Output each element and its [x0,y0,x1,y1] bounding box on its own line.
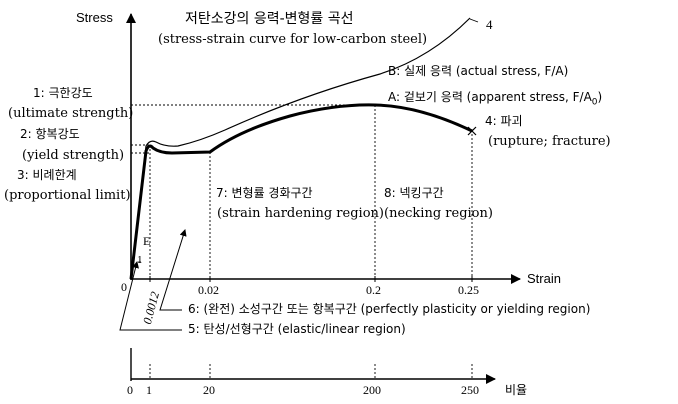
hardening-region-kr: 7: 변형률 경화구간 [216,186,313,200]
elastic-region-label: 5: 탄성/선형구간 (elastic/linear region) [188,322,406,336]
apparent-stress-subscript: 0 [591,97,598,108]
apparent-stress-close: ) [597,90,603,104]
fracture-top-label: 4 [486,17,493,32]
apparent-stress-label: A: 겉보기 응력 (apparent stress, F/A0) [388,90,602,110]
plastic-region-label: 6: (완전) 소성구간 또는 항복구간 (perfectly plastici… [188,302,591,316]
ratio-tick-250: 250 [461,383,479,397]
x-tick-0.02: 0.02 [198,283,219,297]
necking-region-en: (necking region) [384,206,493,221]
slope-marker: 1 [137,254,143,266]
ultimate-strength-kr: 1: 극한강도 [33,86,93,100]
proportional-limit-kr: 3: 비례한계 [17,168,77,182]
x-axis-label: Strain [527,271,561,286]
apparent-stress-curve [129,103,473,280]
title-korean: 저탄소강의 응력-변형률 곡선 [185,11,354,27]
hardening-region-en: (strain hardening region) [217,206,384,221]
yield-strength-kr: 2: 항복강도 [20,127,80,141]
ultimate-strength-en: (ultimate strength) [8,106,134,121]
guide-lines [131,104,473,279]
fracture-marker [467,126,477,136]
x-axis-ticks [149,276,473,282]
ratio-tick-1: 1 [146,383,152,397]
fracture-top-leader [469,18,479,23]
plastic-region-pointer [159,229,187,311]
ratio-tick-20: 20 [203,383,215,397]
ratio-ticks [149,364,473,379]
fracture-kr: 4: 파괴 [485,114,523,128]
yield-strength-en: (yield strength) [22,148,125,163]
origin-label: 0 [121,280,127,294]
title-english: (stress-strain curve for low-carbon stee… [158,32,428,47]
x-tick-0.25: 0.25 [458,283,479,297]
actual-stress-label: B: 실제 응력 (actual stress, F/A) [388,64,569,78]
y-axis-label: Stress [76,10,113,25]
modulus-marker: E [143,234,151,248]
fracture-en: (rupture; fracture) [488,134,611,149]
ratio-tick-0: 0 [127,383,133,397]
necking-region-kr: 8: 넥킹구간 [384,186,444,200]
elastic-region-pointer [119,261,182,331]
actual-stress-curve [130,17,471,280]
x-tick-0.2: 0.2 [366,283,381,297]
proportional-limit-en: (proportional limit) [4,188,131,203]
ratio-axis-label: 비율 [505,383,528,397]
ratio-tick-200: 200 [363,383,381,397]
apparent-stress-text: A: 겉보기 응력 (apparent stress, F/A [388,90,592,104]
